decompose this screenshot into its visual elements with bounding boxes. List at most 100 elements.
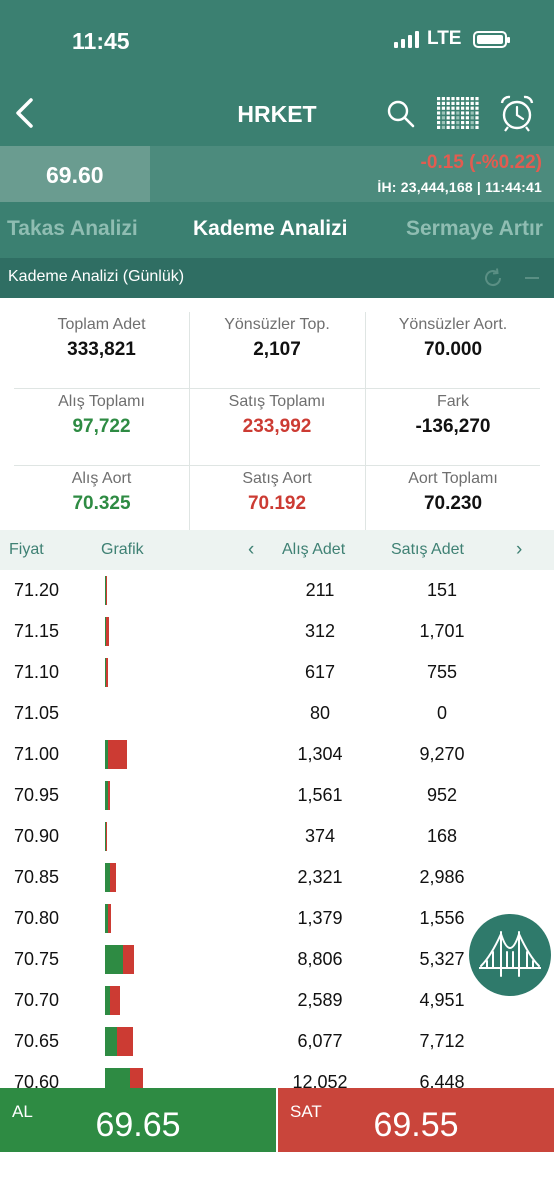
row-ask-qty: 4,951 [419,990,465,1010]
sell-button[interactable]: SAT 69.55 [278,1088,554,1152]
table-row[interactable]: 71.20 211 151 [0,570,554,611]
sell-label: SAT [290,1102,322,1121]
table-row[interactable]: 71.15 312 1,701 [0,611,554,652]
row-ask-qty: 2,986 [419,867,465,887]
buy-price: 69.65 [95,1106,181,1144]
stat-total-avg: Aort Toplamı 70.230 [365,466,540,543]
ask-bar [108,904,111,933]
nav-bar: HRKET [0,82,554,146]
row-price: 71.05 [14,703,60,723]
ask-bar [108,781,110,810]
collapse-icon[interactable] [525,277,539,279]
price-change: -0.15 (-%0.22) [420,152,542,173]
bid-bar [105,740,108,769]
network-status: LTE [394,28,511,50]
prev-columns-icon[interactable]: ‹ [248,539,255,560]
buy-button[interactable]: AL 69.65 [0,1088,276,1152]
col-ask-qty: Satış Adet [391,541,464,558]
table-row[interactable]: 70.60 12,052 6,448 [0,1062,554,1088]
stat-neutral-total: Yönsüzler Top. 2,107 [189,312,364,389]
row-price: 71.15 [14,621,60,641]
stat-difference: Fark -136,270 [365,389,540,466]
tab-sermaye-artirimi[interactable]: Sermaye Artır [406,217,543,240]
next-columns-icon[interactable]: › [516,539,523,560]
row-ask-qty: 0 [436,703,447,723]
ask-bar [106,658,108,687]
row-ask-qty: 168 [426,826,458,846]
bid-bar [105,658,106,687]
table-row[interactable]: 70.80 1,379 1,556 [0,898,554,939]
tab-takas-analizi[interactable]: Takas Analizi [7,217,138,240]
section-title: Kademe Analizi (Günlük) [8,268,185,285]
buy-label: AL [12,1102,33,1121]
row-bid-qty: 1,304 [297,744,343,764]
table-row[interactable]: 70.95 1,561 952 [0,775,554,816]
row-volume-bar [105,781,110,810]
stat-total-qty: Toplam Adet 333,821 [57,316,146,360]
row-ask-qty: 1,701 [419,621,465,641]
network-type: LTE [427,28,462,49]
row-bid-qty: 2,589 [297,990,343,1010]
row-volume-bar [105,617,109,646]
row-bid-qty: 12,052 [292,1072,348,1088]
ask-bar [130,1068,143,1088]
row-volume-bar [105,904,111,933]
row-ask-qty: 7,712 [419,1031,465,1051]
stats-row: Alış Aort 70.325 Satış Aort 70.192 Aort … [14,466,540,543]
depth-table: 71.20 211 151 71.15 312 1,701 71.10 617 755 71.05… [0,570,554,1088]
row-bid-qty: 2,321 [297,867,343,887]
table-row[interactable]: 71.05 80 0 [0,693,554,734]
tab-kademe-analizi[interactable]: Kademe Analizi [193,217,348,240]
bid-bar [105,1027,117,1056]
ask-bar [123,945,134,974]
row-ask-qty: 9,270 [419,744,465,764]
bid-bar [105,904,108,933]
row-volume-bar [105,1068,143,1088]
stat-buy-total: Alış Toplamı 97,722 [58,393,145,437]
price-bar: 69.60 -0.15 (-%0.22) İH: 23,444,168 | 11… [0,146,554,202]
bid-bar [105,781,108,810]
row-price: 70.90 [14,826,60,846]
row-price: 71.00 [14,744,60,764]
table-row[interactable]: 71.00 1,304 9,270 [0,734,554,775]
bridge-fab-button[interactable] [469,914,551,996]
refresh-icon[interactable] [482,267,504,289]
table-row[interactable]: 70.85 2,321 2,986 [0,857,554,898]
row-ask-qty: 151 [426,580,458,600]
ask-bar [110,863,116,892]
back-icon[interactable] [12,96,38,130]
row-volume-bar [105,576,107,605]
search-icon[interactable] [386,99,416,129]
table-row[interactable]: 70.65 6,077 7,712 [0,1021,554,1062]
alarm-icon[interactable] [499,94,535,132]
table-row[interactable]: 70.75 8,806 5,327 [0,939,554,980]
row-price: 70.75 [14,949,60,969]
stats-grid: Toplam Adet 333,821 Yönsüzler Top. 2,107… [14,312,540,543]
row-bid-qty: 8,806 [297,949,343,969]
table-row[interactable]: 71.10 617 755 [0,652,554,693]
row-price: 71.20 [14,580,60,600]
section-header: Kademe Analizi (Günlük) [0,258,554,298]
bid-bar [105,822,106,851]
ask-bar [117,1027,133,1056]
sell-price: 69.55 [373,1106,459,1144]
bid-bar [105,986,110,1015]
row-price: 70.80 [14,908,60,928]
depth-grid-icon[interactable] [436,96,480,132]
bid-bar [105,863,110,892]
bid-bar [105,617,106,646]
volume-time: İH: 23,444,168 | 11:44:41 [377,179,542,195]
last-price: 69.60 [46,162,104,188]
table-row[interactable]: 70.70 2,589 4,951 [0,980,554,1021]
table-row[interactable]: 70.90 374 168 [0,816,554,857]
row-bid-qty: 211 [305,580,335,600]
ask-bar [106,617,109,646]
col-bid-qty: Alış Adet [282,541,346,558]
bid-bar [105,945,123,974]
row-price: 70.60 [14,1072,60,1088]
row-bid-qty: 1,379 [297,908,343,928]
row-volume-bar [105,740,127,769]
ask-bar [108,740,127,769]
row-volume-bar [105,945,134,974]
row-volume-bar [105,1027,133,1056]
